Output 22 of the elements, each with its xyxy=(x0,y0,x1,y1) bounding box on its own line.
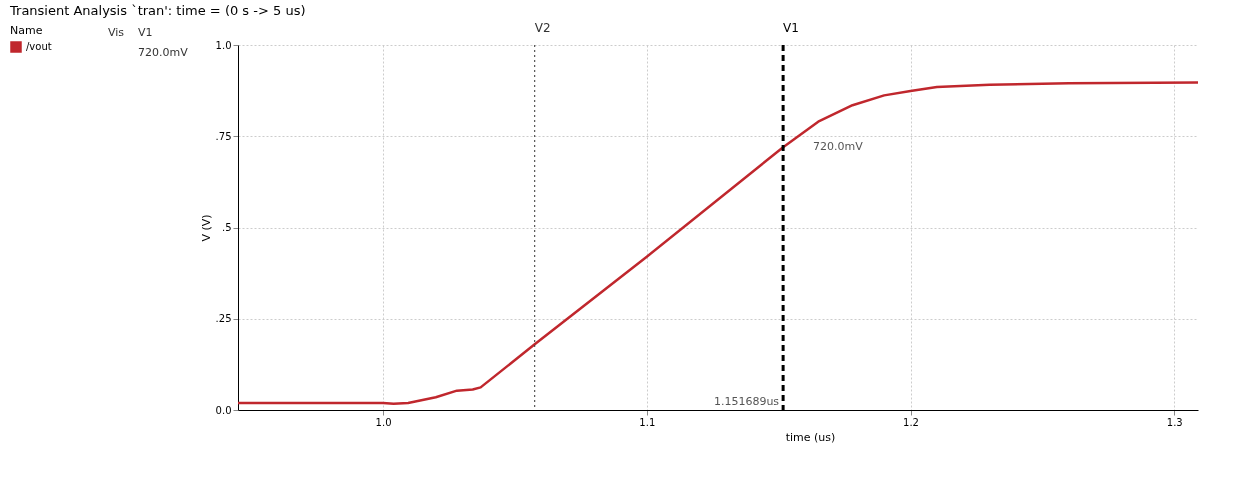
text: 720.0mV xyxy=(138,46,189,59)
annotation: 1.151689us xyxy=(713,395,780,408)
y-tick-label: .5 xyxy=(221,222,232,233)
y-tick-label: 1.0 xyxy=(215,39,232,51)
y-tick-label: 0.0 xyxy=(215,404,232,416)
ref-line-label: V2 xyxy=(534,21,551,35)
ref-line-label: V1 xyxy=(783,21,799,35)
legend-title: Name xyxy=(10,24,43,37)
text: V1 xyxy=(138,26,153,39)
x-tick-label: 1.2 xyxy=(903,416,919,428)
legend-label: /vout xyxy=(26,41,52,52)
y-tick-label: .25 xyxy=(215,313,232,325)
chart-title: Transient Analysis `tran': time = (0 s -> 5 us) xyxy=(9,3,306,18)
y-tick-label: .75 xyxy=(215,130,232,142)
line-series xyxy=(236,81,1200,406)
x-tick-label: 1.1 xyxy=(639,416,656,428)
text: Vis xyxy=(108,26,125,39)
y-axis-title: V (V) xyxy=(199,214,213,242)
annotation: 720.0mV xyxy=(813,140,864,154)
x-axis-title: time (us) xyxy=(785,430,836,444)
x-tick-label: 1.0 xyxy=(375,416,392,428)
x-tick-label: 1.3 xyxy=(1166,416,1183,428)
